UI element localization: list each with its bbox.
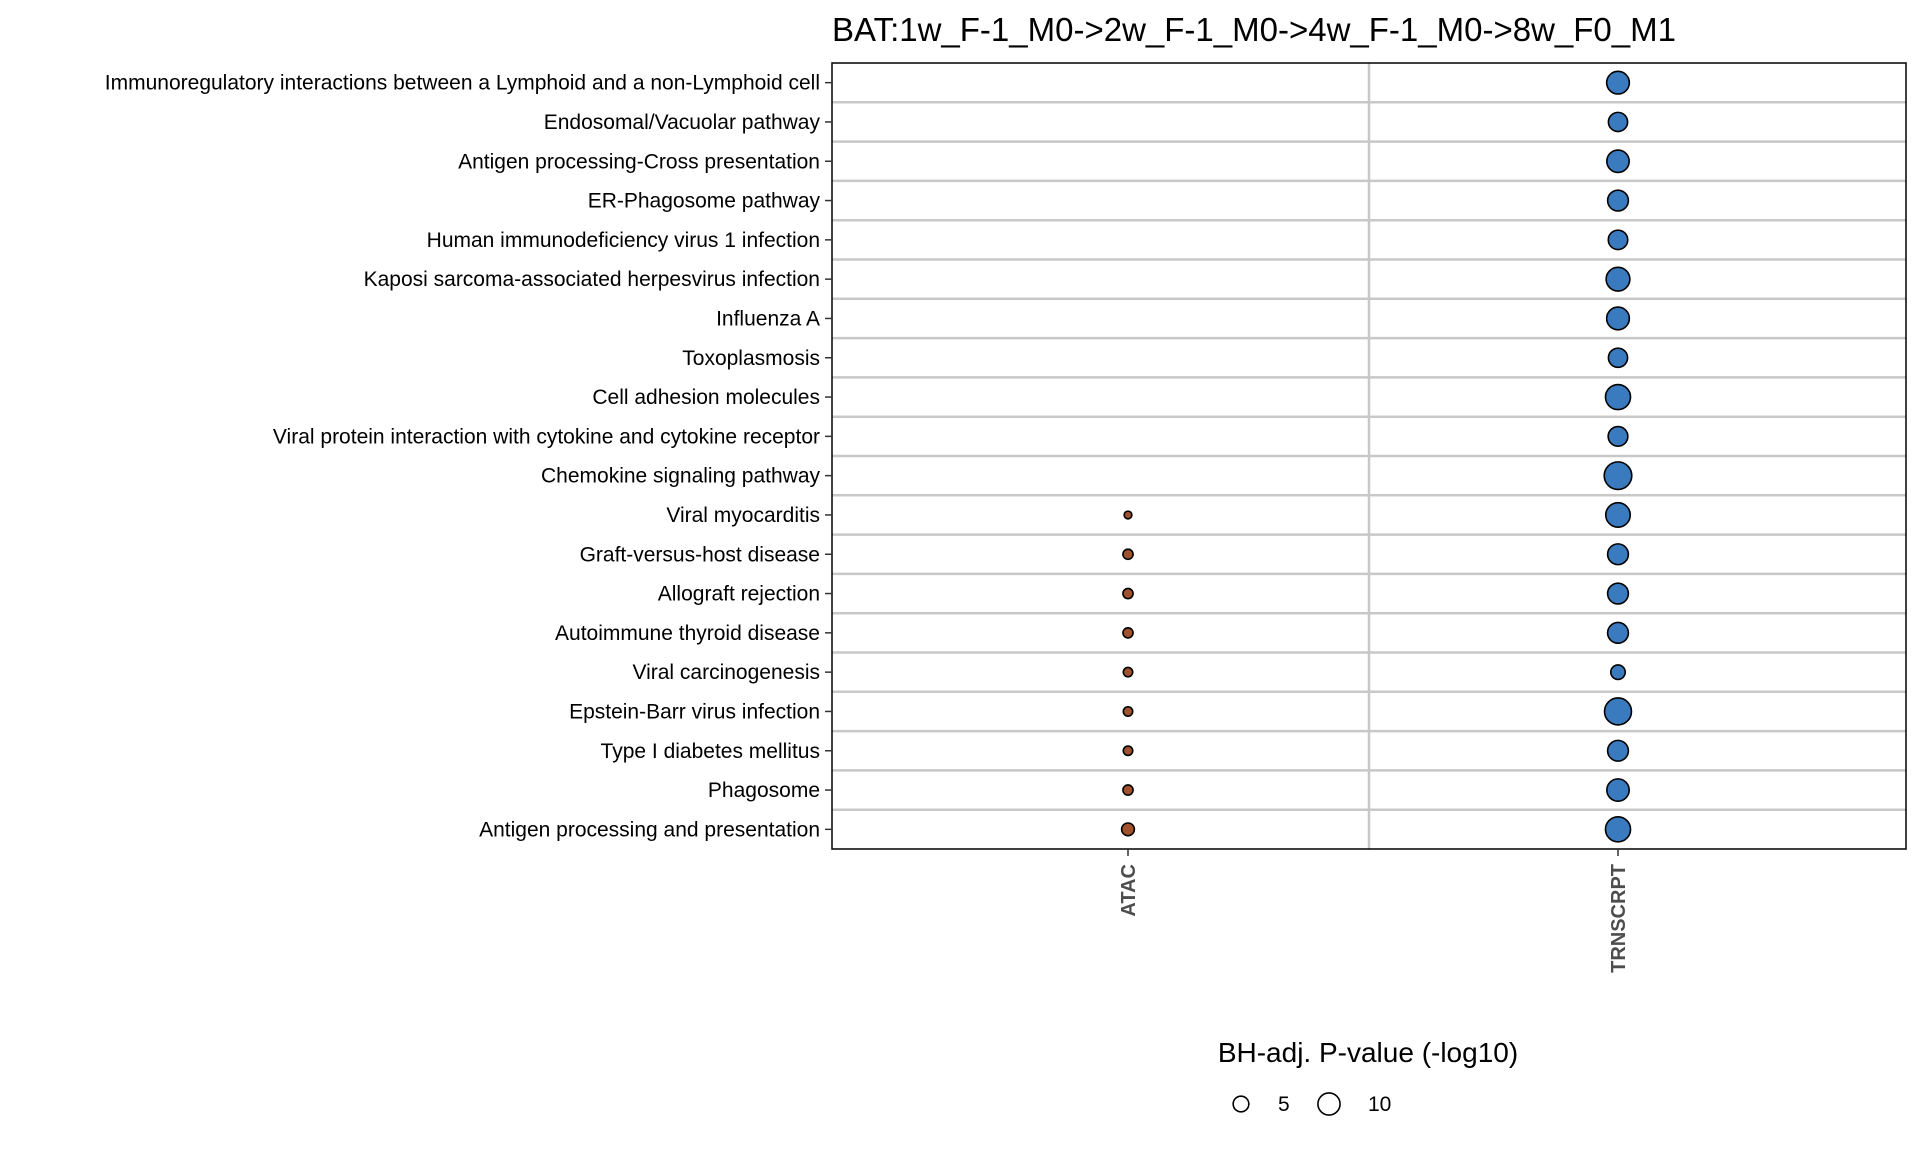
data-point-trnscrpt — [1604, 816, 1632, 843]
data-point-trnscrpt — [1606, 149, 1630, 174]
data-point-trnscrpt — [1609, 664, 1627, 681]
legend-key-label: 5 — [1278, 1093, 1290, 1116]
data-point-trnscrpt — [1604, 501, 1632, 528]
data-point-trnscrpt — [1605, 70, 1631, 95]
legend-key-label: 10 — [1368, 1093, 1391, 1116]
y-tick-label: Immunoregulatory interactions between a … — [105, 72, 820, 95]
data-point-atac — [1122, 745, 1134, 757]
data-point-trnscrpt — [1604, 383, 1632, 411]
x-tick-label: TRNSCRPT — [1608, 864, 1630, 973]
data-point-trnscrpt — [1605, 266, 1631, 292]
data-point-trnscrpt — [1603, 697, 1633, 726]
y-tick-label: Cell adhesion molecules — [592, 386, 820, 409]
y-tick-label: Chemokine signaling pathway — [541, 465, 820, 488]
y-tick-label: Graft-versus-host disease — [580, 543, 820, 566]
y-tick-label: Viral myocarditis — [666, 504, 820, 527]
data-point-atac — [1122, 705, 1134, 717]
data-point-atac — [1120, 822, 1136, 837]
data-point-atac — [1123, 510, 1133, 520]
panel-border — [831, 62, 1907, 850]
y-tick-label: Autoimmune thyroid disease — [555, 622, 820, 645]
y-tick-label: Human immunodeficiency virus 1 infection — [427, 229, 820, 252]
y-tick-label: Antigen processing-Cross presentation — [458, 150, 820, 173]
data-point-atac — [1122, 587, 1134, 600]
chart-title: BAT:1w_F-1_M0->2w_F-1_M0->4w_F-1_M0->8w_… — [832, 11, 1676, 48]
data-point-trnscrpt — [1605, 306, 1631, 331]
y-tick-label: Influenza A — [716, 307, 820, 330]
y-tick-label: Kaposi sarcoma-associated herpesvirus in… — [364, 268, 820, 291]
data-point-trnscrpt — [1607, 425, 1629, 447]
size-legend: BH-adj. P-value (-log10) 5 10 — [1218, 1037, 1518, 1116]
data-point-trnscrpt — [1607, 347, 1629, 369]
x-tick-label: ATAC — [1118, 864, 1140, 917]
y-tick-label: Toxoplasmosis — [682, 347, 820, 370]
data-point-trnscrpt — [1606, 189, 1630, 212]
data-point-atac — [1122, 548, 1134, 561]
data-point-atac — [1122, 626, 1134, 639]
y-tick-label: Viral carcinogenesis — [632, 661, 820, 684]
data-point-trnscrpt — [1606, 582, 1630, 605]
data-point-trnscrpt — [1607, 111, 1629, 133]
y-tick-label: Type I diabetes mellitus — [601, 740, 820, 763]
data-point-trnscrpt — [1607, 229, 1629, 251]
data-point-trnscrpt — [1603, 461, 1633, 491]
y-tick-label: Viral protein interaction with cytokine … — [273, 425, 820, 448]
y-tick-label: ER-Phagosome pathway — [588, 190, 821, 213]
data-point-atac — [1122, 784, 1134, 796]
y-tick-label: Antigen processing and presentation — [479, 818, 820, 841]
legend-key-circle — [1232, 1095, 1250, 1113]
y-tick-label: Phagosome — [708, 779, 820, 802]
data-point-trnscrpt — [1606, 543, 1630, 566]
plot-area: Immunoregulatory interactions between a … — [105, 62, 1907, 973]
data-point-trnscrpt — [1606, 778, 1630, 803]
legend-key-circle — [1317, 1092, 1341, 1116]
data-point-trnscrpt — [1606, 739, 1630, 762]
y-tick-label: Allograft rejection — [658, 583, 820, 606]
data-point-atac — [1122, 666, 1134, 678]
y-tick-label: Endosomal/Vacuolar pathway — [544, 111, 821, 134]
data-point-trnscrpt — [1606, 621, 1630, 645]
legend-title: BH-adj. P-value (-log10) — [1218, 1037, 1518, 1068]
y-tick-label: Epstein-Barr virus infection — [569, 700, 820, 723]
